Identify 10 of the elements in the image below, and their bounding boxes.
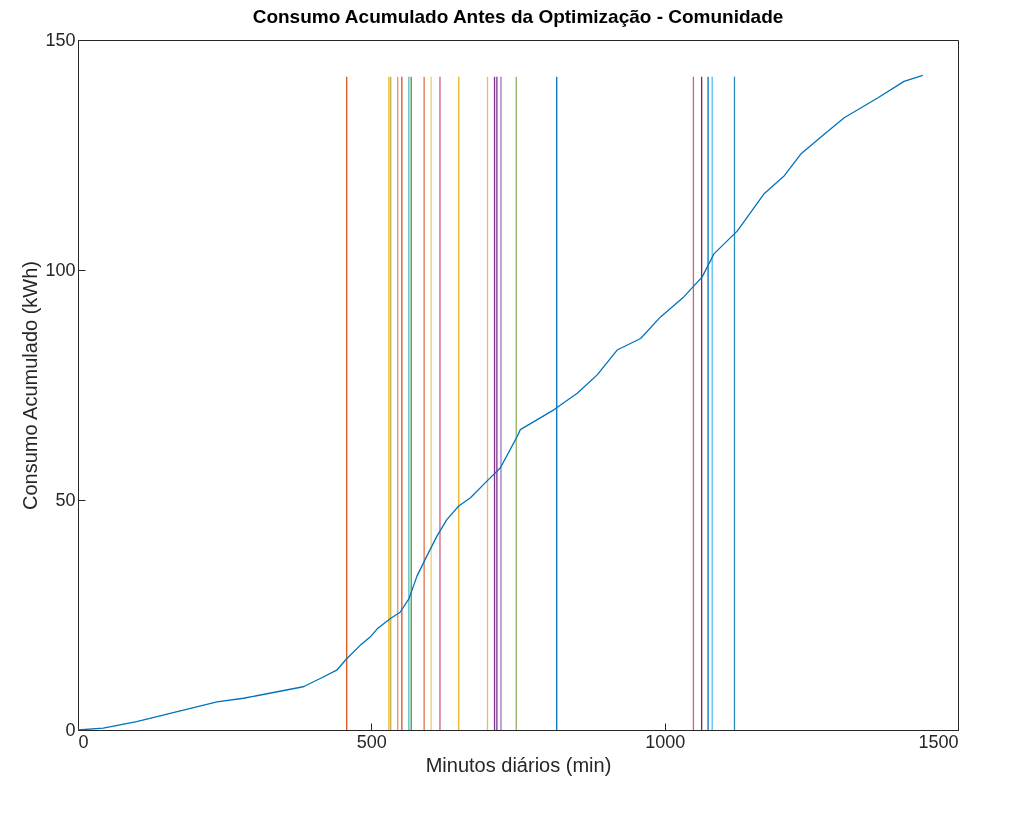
y-tick-label: 50 [55,489,76,510]
chart-title: Consumo Acumulado Antes da Optimização - Comunidade [252,6,784,27]
x-tick-label: 500 [356,731,387,752]
x-axis-title: Minutos diários (min) [425,753,612,776]
y-axis-title: Consumo Acumulado (kWh) [19,261,42,510]
y-tick-label: 150 [45,29,76,50]
x-tick-label: 0 [78,731,89,752]
x-tick-label: 1000 [645,731,686,752]
y-tick-label: 100 [45,259,76,280]
x-tick-label: 1500 [918,731,959,752]
